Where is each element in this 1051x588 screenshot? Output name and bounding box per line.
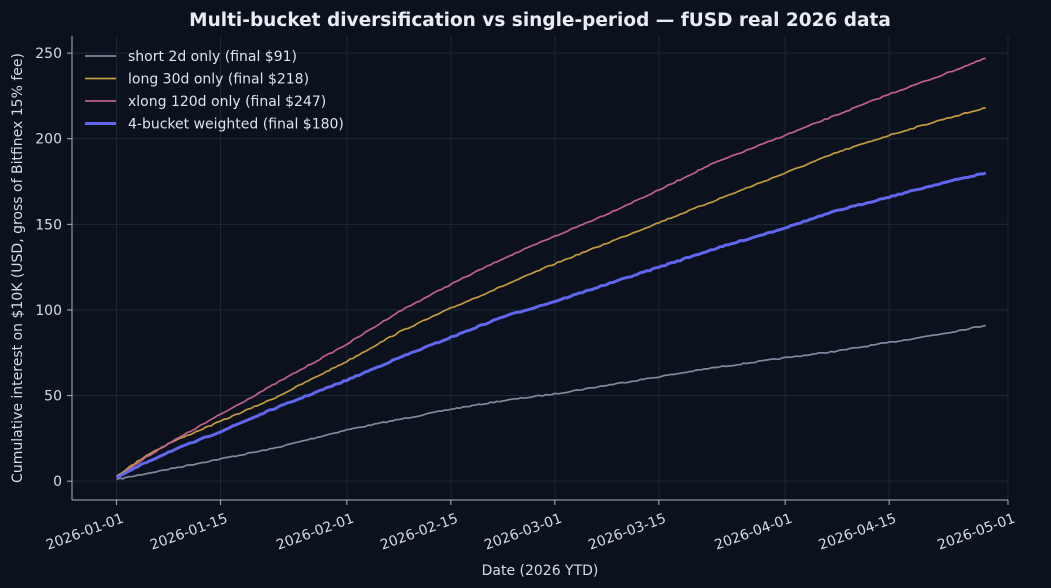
x-tick-label: 2026-04-01 <box>713 511 795 554</box>
grid <box>72 36 1009 500</box>
series-line-2 <box>116 107 986 477</box>
x-tick-label: 2026-04-15 <box>817 511 899 554</box>
series-line-4 <box>115 171 987 480</box>
y-axis-label: Cumulative interest on $10K (USD, gross … <box>10 53 26 483</box>
y-tick-label: 200 <box>35 132 62 148</box>
y-tick-label: 250 <box>35 46 62 62</box>
x-tick-label: 2026-01-01 <box>44 511 126 554</box>
series-layer <box>115 57 987 481</box>
series-line-1 <box>116 324 986 481</box>
y-tick-label: 50 <box>44 389 62 405</box>
x-axis-label: Date (2026 YTD) <box>482 563 599 579</box>
x-tick-label: 2026-03-01 <box>482 511 564 554</box>
x-tick-label: 2026-05-01 <box>935 511 1017 554</box>
legend-entry: xlong 120d only (final $247) <box>128 94 326 110</box>
legend: short 2d only (final $91) long 30d only (… <box>85 49 344 133</box>
x-tick-label: 2026-01-15 <box>148 511 230 554</box>
x-tick-label: 2026-02-15 <box>378 511 460 554</box>
y-tick-label: 0 <box>53 474 62 490</box>
series-line-3 <box>116 57 986 479</box>
chart-title: Multi-bucket diversification vs single-p… <box>189 10 891 31</box>
y-tick-label: 100 <box>35 303 62 319</box>
x-tick-label: 2026-03-15 <box>586 511 668 554</box>
x-tick-label: 2026-02-01 <box>274 511 356 554</box>
y-tick-label: 150 <box>35 217 62 233</box>
legend-entry: 4-bucket weighted (final $180) <box>128 117 344 133</box>
legend-entry: long 30d only (final $218) <box>128 72 309 88</box>
axes <box>71 36 1008 501</box>
legend-entry: short 2d only (final $91) <box>128 49 297 65</box>
